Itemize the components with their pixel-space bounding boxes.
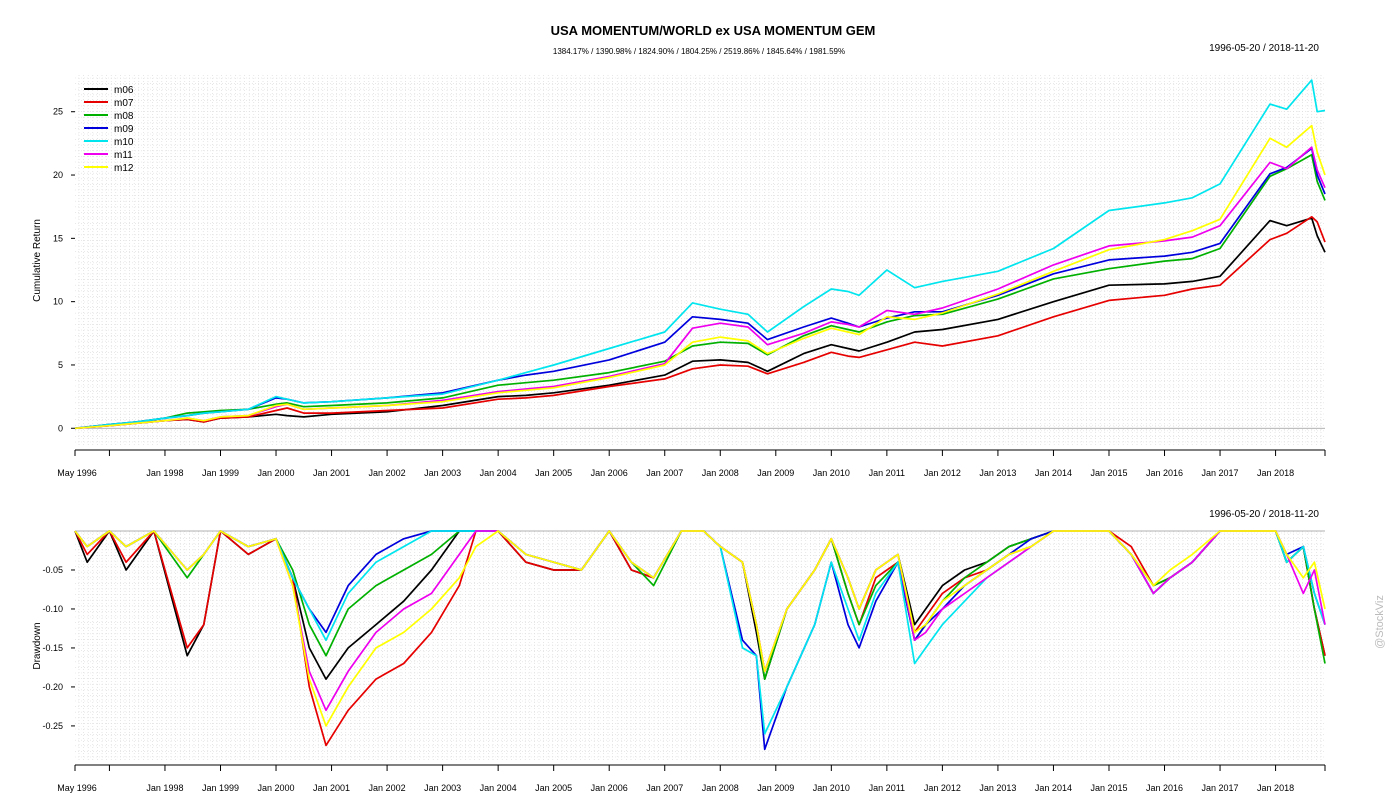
chart-subtitle: 1384.17% / 1390.98% / 1824.90% / 1804.25… [553,47,845,56]
x-tick-label: Jan 2000 [257,783,294,793]
x-tick-label: Jan 2016 [1146,468,1183,478]
x-tick-label: Jan 2015 [1090,783,1127,793]
legend: m06 m07 m08 m09 m10 m11 m12 [84,85,134,174]
series-line-m10 [74,79,1326,430]
x-tick-label: Jan 2013 [979,783,1016,793]
watermark: @StockViz [1374,595,1386,649]
y-tick-label: -0.05 [42,565,63,575]
x-tick-label: Jan 2015 [1090,468,1127,478]
legend-label-m12: m12 [114,163,134,174]
legend-label-m08: m08 [114,111,134,122]
series-line-m08 [74,530,1326,680]
legend-label-m09: m09 [114,124,134,135]
x-tick-label: Jan 2017 [1202,783,1239,793]
y-tick-label: 25 [53,107,63,117]
y-tick-label: 15 [53,233,63,243]
legend-label-m11: m11 [114,150,133,161]
x-tick-label: Jan 2005 [535,783,572,793]
legend-label-m07: m07 [114,98,134,109]
x-tick-label: Jan 2002 [369,783,406,793]
y-tick-label: -0.25 [42,721,63,731]
legend-label-m10: m10 [114,137,134,148]
x-tick-label: Jan 2011 [869,783,905,793]
date-range-label: 1996-05-20 / 2018-11-20 [1209,509,1319,520]
x-tick-label: Jan 2012 [924,468,961,478]
x-tick-label: Jan 2011 [869,468,905,478]
x-tick-label: Jan 2005 [535,468,572,478]
x-tick-label: Jan 2004 [480,468,517,478]
y-axis-label: Drawdown [32,622,43,669]
grid [75,75,1325,446]
x-tick-label: May 1996 [57,468,97,478]
series-line-m06 [74,530,1326,680]
x-tick-label: Jan 2009 [757,468,794,478]
y-tick-label: 5 [58,360,63,370]
x-tick-label: Jan 2007 [646,468,683,478]
x-tick-label: Jan 2006 [591,783,628,793]
grid [75,531,1325,761]
x-tick-label: Jan 2016 [1146,783,1183,793]
y-tick-label: 20 [53,170,63,180]
x-tick-label: Jan 2000 [257,468,294,478]
x-tick-label: Jan 2008 [702,783,739,793]
drawdown-panel: May 1996 Jan 1998 Jan 1999 Jan 2000 Jan 2001… [32,509,1326,793]
x-tick-label: Jan 2012 [924,783,961,793]
x-tick-label: Jan 2003 [424,468,461,478]
x-tick-label: Jan 2004 [480,783,517,793]
x-tick-label: Jan 2003 [424,783,461,793]
x-tick-label: Jan 2002 [369,468,406,478]
cumulative-return-panel: May 1996 Jan 1998 Jan 1999 Jan 2000 Jan 2001… [32,43,1326,478]
y-tick-label: -0.15 [42,643,63,653]
y-tick-label: -0.20 [42,682,63,692]
x-tick-label: Jan 2010 [813,468,850,478]
x-tick-label: Jan 1998 [146,783,183,793]
x-tick-label: Jan 1999 [202,783,239,793]
series-line-m07 [74,215,1326,430]
x-tick-label: Jan 2009 [757,783,794,793]
x-tick-label: Jan 1999 [202,468,239,478]
series-lines [74,530,1326,751]
y-tick-label: 10 [53,297,63,307]
series-line-m12 [74,530,1326,727]
x-tick-label: Jan 2006 [591,468,628,478]
y-tick-label: -0.10 [42,604,63,614]
legend-label-m06: m06 [114,85,134,96]
x-tick-label: Jan 2014 [1035,468,1072,478]
x-tick-label: Jan 2001 [313,468,350,478]
y-tick-label: 0 [58,423,63,433]
x-tick-label: Jan 2008 [702,468,739,478]
x-tick-label: Jan 2010 [813,783,850,793]
y-axis-label: Cumulative Return [32,219,43,302]
x-tick-label: Jan 2001 [313,783,350,793]
x-tick-label: Jan 2018 [1257,468,1294,478]
x-tick-label: Jan 2014 [1035,783,1072,793]
series-line-m12 [74,124,1326,430]
chart-title: USA MOMENTUM/WORLD ex USA MOMENTUM GEM [551,23,876,38]
x-tick-label: Jan 2013 [979,468,1016,478]
x-tick-label: Jan 2017 [1202,468,1239,478]
x-tick-label: Jan 2007 [646,783,683,793]
x-tick-label: Jan 2018 [1257,783,1294,793]
series-lines [74,79,1326,430]
x-tick-label: Jan 1998 [146,468,183,478]
date-range-label: 1996-05-20 / 2018-11-20 [1209,43,1319,54]
x-tick-label: May 1996 [57,783,97,793]
